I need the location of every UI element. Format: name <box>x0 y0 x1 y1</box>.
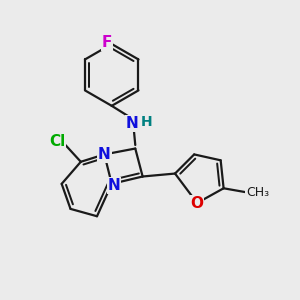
Text: Cl: Cl <box>49 134 65 149</box>
Text: O: O <box>190 196 204 211</box>
Text: N: N <box>126 116 139 131</box>
Text: CH₃: CH₃ <box>246 186 269 199</box>
Text: H: H <box>141 115 152 129</box>
Text: N: N <box>108 178 121 193</box>
Text: F: F <box>102 35 112 50</box>
Text: N: N <box>98 147 111 162</box>
